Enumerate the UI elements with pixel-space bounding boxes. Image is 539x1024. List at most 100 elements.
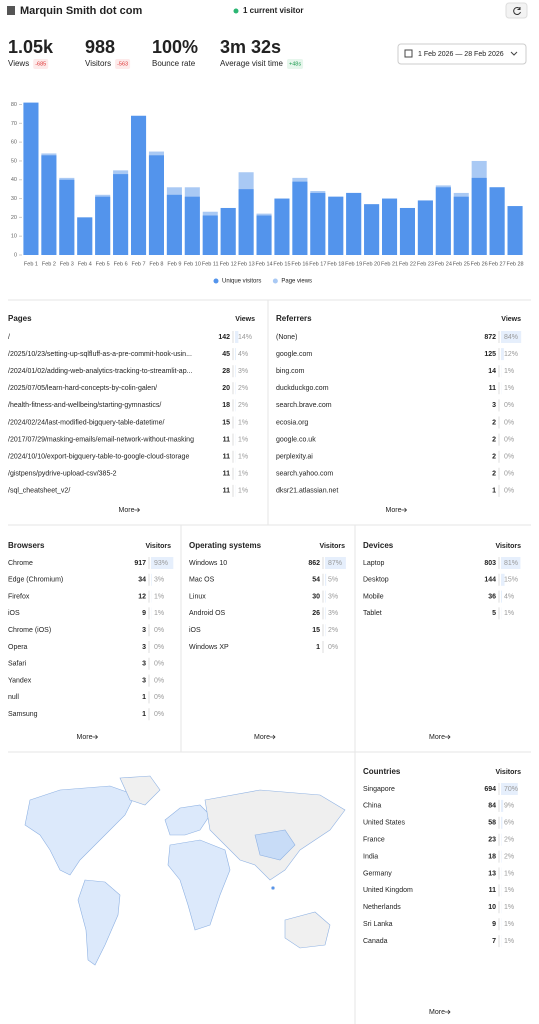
row-count: 2 [492,419,496,426]
share-bar [501,331,522,343]
row-label: iOS [189,627,201,634]
row-label: null [8,694,19,701]
row-share: 2% [238,385,248,392]
panel-title: Referrers [276,314,312,323]
row-label: Mac OS [189,577,215,584]
bar [131,115,147,255]
more-link[interactable]: More [119,507,135,514]
bar [202,215,218,255]
share-bar [235,331,239,343]
share-bar [325,607,326,620]
row-label: /health-fitness-and-wellbeing/starting-g… [8,402,161,409]
row-count: 12 [138,593,146,600]
refresh-button[interactable] [505,2,528,19]
row-share: 93% [154,560,168,567]
stat-change: -685 [35,61,46,67]
row-count: 694 [484,786,496,793]
row-share: 0% [504,454,514,461]
row-label: /2025/10/23/setting-up-sqlfluff-as-a-pre… [8,351,192,358]
y-tick-label: 20 [11,215,17,221]
share-bar [235,348,236,361]
date-range: 1 Feb 2026 — 28 Feb 2026 [418,51,504,58]
row-label: United Kingdom [363,887,413,894]
row-label: /2017/07/29/masking-emails/email-network… [8,436,194,443]
row-label: perplexity.ai [276,454,313,461]
row-label: Sri Lanka [363,921,393,928]
x-tick-label: Feb 17 [309,261,326,267]
row-count: 30 [312,593,320,600]
bar [274,198,290,255]
row-label: Linux [189,593,206,600]
more-link[interactable]: More [77,734,93,741]
row-count: 11 [223,471,231,478]
row-share: 1% [504,921,514,928]
row-count: 142 [218,334,230,341]
y-tick-label: 60 [11,140,17,146]
bar [113,174,129,255]
more-link[interactable]: More [429,734,445,741]
row-count: 54 [312,577,320,584]
row-share: 1% [504,870,514,877]
row-count: 18 [222,402,230,409]
refresh-icon [513,7,521,16]
row-share: 3% [154,577,164,584]
share-bar [501,573,505,586]
row-count: 20 [222,385,230,392]
row-share: 5% [328,577,338,584]
row-share: 1% [504,385,514,392]
bar [471,177,487,255]
row-share: 1% [238,419,248,426]
column-header: Views [235,316,255,323]
bar [435,187,451,255]
bar [166,194,182,255]
date-picker[interactable] [397,43,527,65]
x-tick-label: Feb 12 [220,261,237,267]
europe [164,804,211,836]
stat-value: 3m 32s [220,37,281,57]
row-share: 0% [504,402,514,409]
x-tick-label: Feb 23 [417,261,434,267]
bar [453,196,469,255]
arrow-icon [134,507,141,513]
row-count: 11 [223,436,231,443]
row-share: 2% [238,402,248,409]
row-label: /2024/02/24/last-modified-bigquery-table… [8,419,164,426]
row-label: /2024/01/02/adding-web-analytics-trackin… [8,368,192,375]
row-share: 15% [504,577,518,584]
bar [238,189,254,255]
share-bar [325,590,326,603]
row-label: France [363,837,385,844]
row-label: Safari [8,661,27,668]
row-share: 2% [328,627,338,634]
row-label: India [363,853,378,860]
bar [417,200,433,255]
more-link[interactable]: More [254,734,270,741]
row-count: 23 [488,837,496,844]
row-share: 3% [238,368,248,375]
x-tick-label: Feb 4 [78,261,92,267]
north-america [24,785,136,876]
stat-change: +48s [289,61,301,67]
row-share: 1% [504,904,514,911]
row-label: bing.com [276,368,305,375]
x-tick-label: Feb 25 [453,261,470,267]
row-label: /2025/07/05/learn-hard-concepts-by-colin… [8,385,157,392]
row-share: 0% [504,488,514,495]
singapore [271,886,275,890]
row-count: 18 [488,853,496,860]
more-link[interactable]: More [429,1009,445,1016]
bar [41,155,57,255]
more-link[interactable]: More [386,507,402,514]
column-header: Views [501,316,521,323]
row-count: 2 [492,436,496,443]
row-count: 15 [222,419,230,426]
row-count: 15 [312,627,320,634]
y-tick-label: 80 [11,102,17,108]
row-label: Yandex [8,677,32,684]
row-share: 0% [328,644,338,651]
stat-label: Average visit time [220,59,284,68]
bar [23,102,39,256]
stat-value: 1.05k [8,37,54,57]
bar [346,192,362,255]
row-share: 1% [154,593,164,600]
